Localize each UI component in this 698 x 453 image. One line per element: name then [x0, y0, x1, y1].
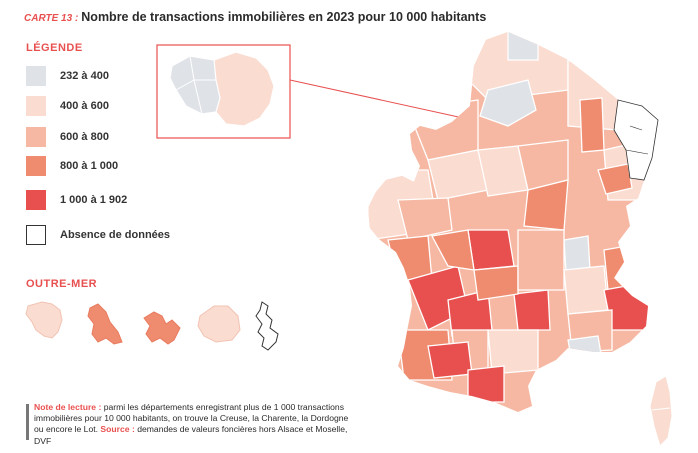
dept-grey-center	[563, 235, 591, 273]
dept-isere	[603, 243, 641, 291]
legend-label: 400 à 600	[60, 100, 109, 112]
dept-auvergne	[517, 229, 565, 291]
note-bar	[26, 404, 29, 440]
legend-label: 232 à 400	[60, 70, 109, 82]
legend-label: 800 à 1 000	[60, 160, 119, 172]
map-title-text: Nombre de transactions immobilières en 2…	[81, 10, 487, 24]
dept-lot	[513, 289, 551, 331]
legend-swatch	[26, 96, 46, 116]
idf-outer-ring	[213, 51, 275, 127]
dept-grey-south	[567, 335, 603, 363]
alsace-divisions	[625, 125, 649, 155]
dept-ariege	[467, 365, 505, 403]
dept-gers	[427, 341, 473, 379]
reunion-shape	[197, 305, 241, 343]
dept-rhone	[563, 265, 609, 315]
legend-heading: LÉGENDE	[26, 42, 83, 54]
legend-item-600-800: 600 à 800	[26, 127, 109, 147]
idf-inner-lines	[175, 55, 216, 115]
dept-grey-north	[479, 79, 537, 127]
reading-note: Note de lecture : parmi les départements…	[34, 402, 360, 447]
dept-loire	[397, 197, 453, 241]
legend-label: 1 000 à 1 902	[60, 194, 128, 206]
legend-item-1000-1902: 1 000 à 1 902	[26, 190, 127, 210]
note-text-2: demandes de valeurs foncières hors Alsac…	[34, 424, 348, 446]
dept-red-east	[579, 97, 605, 153]
guadeloupe-shape	[25, 301, 63, 339]
outremer-maps	[25, 301, 279, 351]
legend-label: 600 à 800	[60, 131, 109, 143]
legend-swatch	[26, 225, 46, 245]
legend-item-800-1000: 800 à 1 000	[26, 156, 118, 176]
martinique-shape	[87, 303, 123, 345]
legend-swatch	[26, 156, 46, 176]
alsace-moselle-no-data	[613, 99, 659, 181]
mayotte-shape	[255, 301, 279, 351]
guyane-shape	[143, 311, 181, 345]
outremer-heading: OUTRE-MER	[26, 278, 98, 290]
dept-limousin	[473, 265, 519, 301]
legend-item-400-600: 400 à 600	[26, 96, 109, 116]
legend-item-232-400: 232 à 400	[26, 66, 109, 86]
legend-swatch	[26, 127, 46, 147]
dept-vendee	[387, 235, 433, 281]
legend-swatch	[26, 190, 46, 210]
legend-label: Absence de données	[60, 229, 171, 241]
note-source-label: Source :	[100, 424, 135, 435]
dept-grey-2	[507, 32, 539, 61]
france-map	[368, 32, 673, 447]
map-title: CARTE 13 : Nombre de transactions immobil…	[24, 10, 486, 24]
corse-divide	[651, 407, 671, 411]
legend-item-no-data: Absence de données	[26, 225, 170, 245]
map-number: CARTE 13 :	[24, 13, 79, 24]
note-text-1: parmi les départements enregistrant plus…	[34, 402, 349, 435]
dept-creuse	[467, 229, 515, 271]
legend-swatch	[26, 66, 46, 86]
corse-shape	[649, 375, 673, 447]
note-lead: Note de lecture :	[34, 402, 102, 412]
dept-east-red-2	[597, 163, 633, 195]
